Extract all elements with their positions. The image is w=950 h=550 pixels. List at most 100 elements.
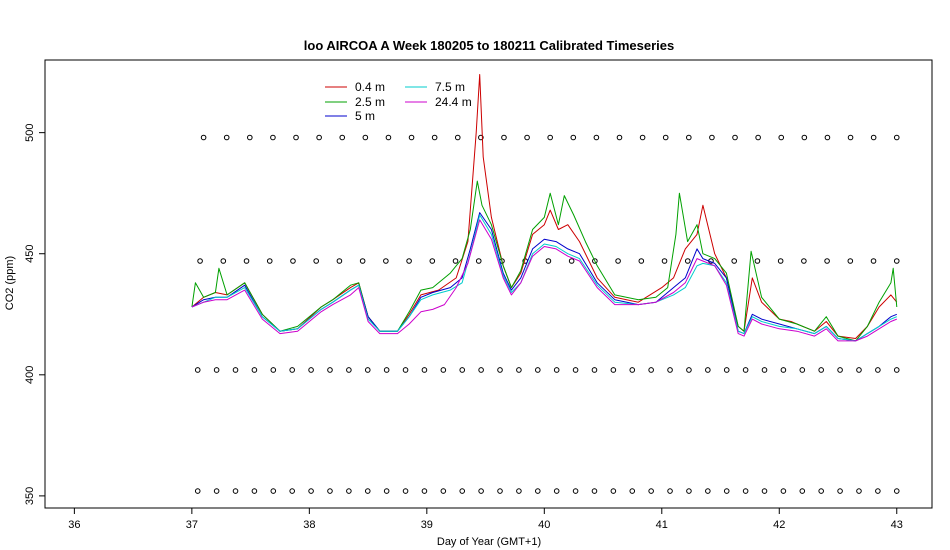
y-tick-label: 400 xyxy=(24,366,36,384)
calibration-marker xyxy=(709,134,715,141)
calibration-marker xyxy=(893,134,900,141)
calibration-markers xyxy=(194,134,900,494)
calibration-marker xyxy=(777,258,784,264)
calibration-marker xyxy=(847,134,854,141)
calibration-marker xyxy=(194,367,201,373)
calibration-marker xyxy=(266,258,273,264)
calibration-marker xyxy=(686,367,692,373)
calibration-marker xyxy=(524,134,530,141)
calibration-marker xyxy=(293,134,299,141)
calibration-marker xyxy=(290,258,296,264)
calibration-marker xyxy=(856,367,862,373)
chart-title: loo AIRCOA A Week 180205 to 180211 Calib… xyxy=(304,38,674,53)
calibration-marker xyxy=(780,488,787,494)
calibration-marker xyxy=(346,488,352,494)
plot-frame xyxy=(44,59,933,509)
calibration-marker xyxy=(723,488,730,494)
series-line-7-5-m xyxy=(191,214,897,342)
x-tick-label: 42 xyxy=(773,519,785,531)
calibration-marker xyxy=(742,367,749,373)
calibration-marker xyxy=(592,258,598,264)
legend-label: 24.4 m xyxy=(435,95,472,109)
calibration-marker xyxy=(648,367,654,373)
legend-label: 0.4 m xyxy=(355,80,385,94)
calibration-marker xyxy=(383,258,389,264)
calibration-marker xyxy=(534,488,541,494)
calibration-marker xyxy=(667,488,673,494)
calibration-marker xyxy=(824,258,830,264)
calibration-marker xyxy=(289,367,295,373)
x-tick-label: 36 xyxy=(68,519,80,531)
calibration-marker xyxy=(220,258,227,264)
calibration-marker xyxy=(545,258,552,264)
calibration-marker xyxy=(761,488,768,494)
calibration-marker xyxy=(475,258,482,264)
calibration-marker xyxy=(572,488,579,494)
calibration-marker xyxy=(568,258,575,264)
calibration-marker xyxy=(270,367,277,373)
calibration-marker xyxy=(553,367,560,373)
x-tick-label: 37 xyxy=(186,519,198,531)
x-tick-label: 43 xyxy=(891,519,903,531)
calibration-marker xyxy=(247,134,253,141)
calibration-marker xyxy=(893,488,900,494)
calibration-marker xyxy=(478,367,484,373)
calibration-marker xyxy=(893,367,900,373)
calibration-marker xyxy=(616,134,623,141)
y-tick-label: 350 xyxy=(24,487,36,505)
calibration-marker xyxy=(232,367,239,373)
calibration-marker xyxy=(847,258,854,264)
x-axis-label: Day of Year (GMT+1) xyxy=(437,536,541,548)
calibration-marker xyxy=(459,488,466,494)
calibration-marker xyxy=(213,488,220,494)
calibration-marker xyxy=(346,367,352,373)
calibration-marker xyxy=(402,488,409,494)
calibration-marker xyxy=(200,134,207,141)
calibration-marker xyxy=(755,134,761,141)
calibration-marker xyxy=(818,488,824,494)
calibration-marker xyxy=(801,258,807,264)
calibration-marker xyxy=(406,258,412,264)
calibration-marker xyxy=(243,258,250,264)
calibration-marker xyxy=(593,134,600,141)
calibration-marker xyxy=(213,367,220,373)
calibration-marker xyxy=(534,367,541,373)
calibration-marker xyxy=(615,258,621,264)
calibration-marker xyxy=(339,134,346,141)
series-line-24-4-m xyxy=(191,219,897,342)
calibration-marker xyxy=(732,134,738,141)
calibration-marker xyxy=(610,488,617,494)
calibration-marker xyxy=(452,258,459,264)
calibration-marker xyxy=(421,488,428,494)
calibration-marker xyxy=(799,367,806,373)
calibration-marker xyxy=(742,488,749,494)
calibration-marker xyxy=(870,134,877,141)
calibration-marker xyxy=(289,488,295,494)
calibration-marker xyxy=(251,367,258,373)
calibration-marker xyxy=(440,367,447,373)
calibration-marker xyxy=(761,367,768,373)
calibration-marker xyxy=(421,367,428,373)
calibration-marker xyxy=(359,258,366,264)
legend: 0.4 m2.5 m5 m 7.5 m24.4 m xyxy=(325,80,472,123)
calibration-marker xyxy=(362,134,369,141)
calibration-marker xyxy=(661,258,668,264)
calibration-marker xyxy=(684,258,691,264)
calibration-marker xyxy=(547,134,553,141)
x-tick-label: 38 xyxy=(303,519,315,531)
calibration-marker xyxy=(553,488,560,494)
calibration-marker xyxy=(408,134,415,141)
calibration-marker xyxy=(313,258,319,264)
calibration-marker xyxy=(364,488,371,494)
x-tick-label: 41 xyxy=(656,519,668,531)
calibration-marker xyxy=(705,488,711,494)
calibration-marker xyxy=(801,134,808,141)
calibration-marker xyxy=(308,488,314,494)
calibration-marker xyxy=(232,488,239,494)
calibration-marker xyxy=(194,488,201,494)
calibration-marker xyxy=(875,367,881,373)
calibration-marker xyxy=(383,367,390,373)
calibration-marker xyxy=(316,134,322,141)
calibration-marker xyxy=(478,488,484,494)
